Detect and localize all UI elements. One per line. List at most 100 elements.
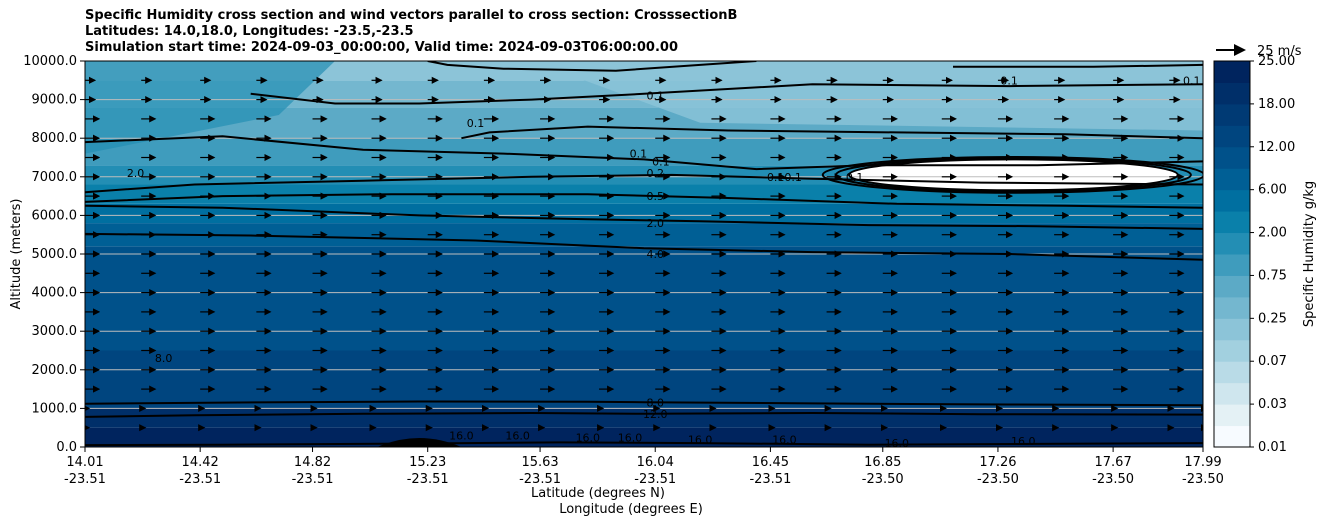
contour-line-1	[85, 411, 1203, 418]
contour-line-10	[427, 61, 757, 72]
x-tick-label-lon: -23.51	[179, 472, 221, 487]
x-tick-label-lat: 14.82	[294, 455, 331, 470]
contour-label-11: 2.0	[646, 217, 664, 230]
dry-region-upper	[531, 61, 1203, 131]
terrain-bump	[377, 438, 462, 447]
dry-pocket-contour-2	[821, 155, 1203, 194]
colorbar-segment	[1214, 254, 1250, 276]
x-tick-label-lat: 17.67	[1095, 455, 1132, 470]
x-tick-label-lat: 17.99	[1184, 455, 1221, 470]
contour-line-4	[85, 204, 1203, 230]
contour-label-20: 16.0	[688, 433, 713, 446]
moist-region-upper-left	[85, 61, 336, 154]
colorbar-tick-label: 0.25	[1258, 311, 1287, 326]
y-tick-label: 10000.0	[23, 54, 77, 69]
colorbar-segment	[1214, 168, 1250, 191]
x-tick-label-lon: -23.51	[749, 472, 791, 487]
humidity-band-0	[85, 427, 1203, 447]
colorbar-segment	[1214, 189, 1250, 212]
contour-label-0: 0.1	[467, 117, 485, 130]
contour-line-2	[85, 400, 1203, 407]
contour-label-9: 0.5	[646, 190, 664, 203]
x-tick-label-lon: -23.51	[407, 472, 449, 487]
x-axis-label-latitude: Latitude (degrees N)	[531, 486, 665, 501]
y-tick-label: 2000.0	[32, 363, 78, 378]
colorbar-segment	[1214, 232, 1250, 255]
colorbar-segment	[1214, 382, 1250, 405]
x-tick-label-lat: 14.42	[182, 455, 219, 470]
contour-label-4: 0.1	[630, 148, 648, 161]
contour-label-10: 2.0	[127, 167, 145, 180]
colorbar-tick-label: 6.00	[1258, 183, 1287, 198]
chart-title-line-2: Latitudes: 14.0,18.0, Longitudes: -23.5,…	[85, 24, 414, 39]
colorbar-segment	[1214, 61, 1250, 83]
y-tick-label: 1000.0	[32, 401, 78, 416]
humidity-field	[85, 61, 1203, 447]
colorbar-segment	[1214, 361, 1250, 384]
humidity-band-3	[85, 246, 1203, 351]
colorbar-tick-label: 2.00	[1258, 226, 1287, 241]
wind-vectors	[85, 76, 1203, 432]
colorbar: 0.01 0.03 0.07 0.25 0.75 2.00 6.00 12.00 18.00 25…	[1213, 54, 1295, 455]
contour-label-1: 0.1	[646, 90, 664, 103]
colorbar-label: Specific Humidity g/kg	[1302, 181, 1317, 327]
colorbar-frame	[1213, 60, 1251, 448]
colorbar-tick-label: 25.00	[1258, 54, 1295, 69]
wind-reference-label: 25 m/s	[1257, 44, 1302, 59]
x-axis: 14.01 -23.51 14.42 -23.51 14.82 -23.51 15.23 -2…	[64, 447, 1224, 487]
colorbar-tick-label: 12.00	[1258, 140, 1295, 155]
colorbar-segment	[1214, 339, 1250, 362]
x-tick-label-lon: -23.50	[862, 472, 904, 487]
x-tick-label-lon: -23.51	[292, 472, 334, 487]
contour-label-7: 0.1	[846, 171, 864, 184]
y-tick-label: 5000.0	[32, 247, 78, 262]
y-tick-label: 8000.0	[32, 131, 78, 146]
y-tick-label: 4000.0	[32, 286, 78, 301]
y-tick-label: 7000.0	[32, 170, 78, 185]
y-tick-label: 3000.0	[32, 324, 78, 339]
y-tick-label: 0.0	[56, 440, 77, 455]
contour-line-0	[85, 441, 1203, 447]
colorbar-segment	[1214, 296, 1250, 319]
colorbar-segment	[1214, 275, 1250, 298]
contour-label-22: 16.0	[885, 437, 910, 450]
x-axis-label-longitude: Longitude (degrees E)	[559, 502, 703, 517]
x-tick-label-lat: 16.04	[637, 455, 674, 470]
x-tick-label-lon: -23.50	[977, 472, 1019, 487]
contour-line-6	[85, 173, 1203, 194]
x-tick-label-lon: -23.50	[1092, 472, 1134, 487]
x-tick-label-lat: 15.63	[521, 455, 558, 470]
x-tick-label-lat: 15.23	[409, 455, 446, 470]
contour-label-8: 0.2	[646, 167, 664, 180]
y-axis: 0.0 1000.0 2000.0 3000.0 4000.0 5000.0 6000.0 7…	[23, 54, 85, 455]
contour-label-16: 16.0	[449, 429, 474, 442]
chart-title-line-1: Specific Humidity cross section and wind…	[85, 8, 738, 23]
contour-label-23: 16.0	[1011, 435, 1036, 448]
contour-label-2: 0.1	[1000, 74, 1018, 87]
humidity-band-2	[85, 350, 1203, 409]
colorbar-tick-label: 0.75	[1258, 268, 1287, 283]
y-tick-label: 6000.0	[32, 208, 78, 223]
contour-label-6: 0.10.1	[767, 171, 802, 184]
y-axis-label: Altitude (meters)	[9, 199, 24, 310]
x-tick-label-lon: -23.51	[519, 472, 561, 487]
contour-label-5: 0.1	[652, 155, 670, 168]
x-tick-label-lon: -23.51	[634, 472, 676, 487]
x-tick-label-lat: 16.85	[864, 455, 901, 470]
colorbar-tick-label: 0.07	[1258, 354, 1287, 369]
contour-label-19: 16.0	[618, 431, 643, 444]
humidity-band-4	[85, 223, 1203, 247]
colorbar-segment	[1214, 146, 1250, 169]
colorbar-segment	[1214, 125, 1250, 148]
colorbar-tick-label: 18.00	[1258, 97, 1295, 112]
contour-label-17: 16.0	[505, 429, 530, 442]
contour-label-12: 4.0	[646, 248, 664, 261]
colorbar-tick-label: 0.03	[1258, 397, 1287, 412]
contour-label-14: 8.0	[646, 397, 664, 410]
humidity-contours	[85, 61, 1203, 447]
contour-label-13: 8.0	[155, 352, 173, 365]
colorbar-segment	[1214, 211, 1250, 234]
contour-label-15: 12.0	[643, 408, 668, 421]
contour-label-21: 16.0	[772, 433, 797, 446]
